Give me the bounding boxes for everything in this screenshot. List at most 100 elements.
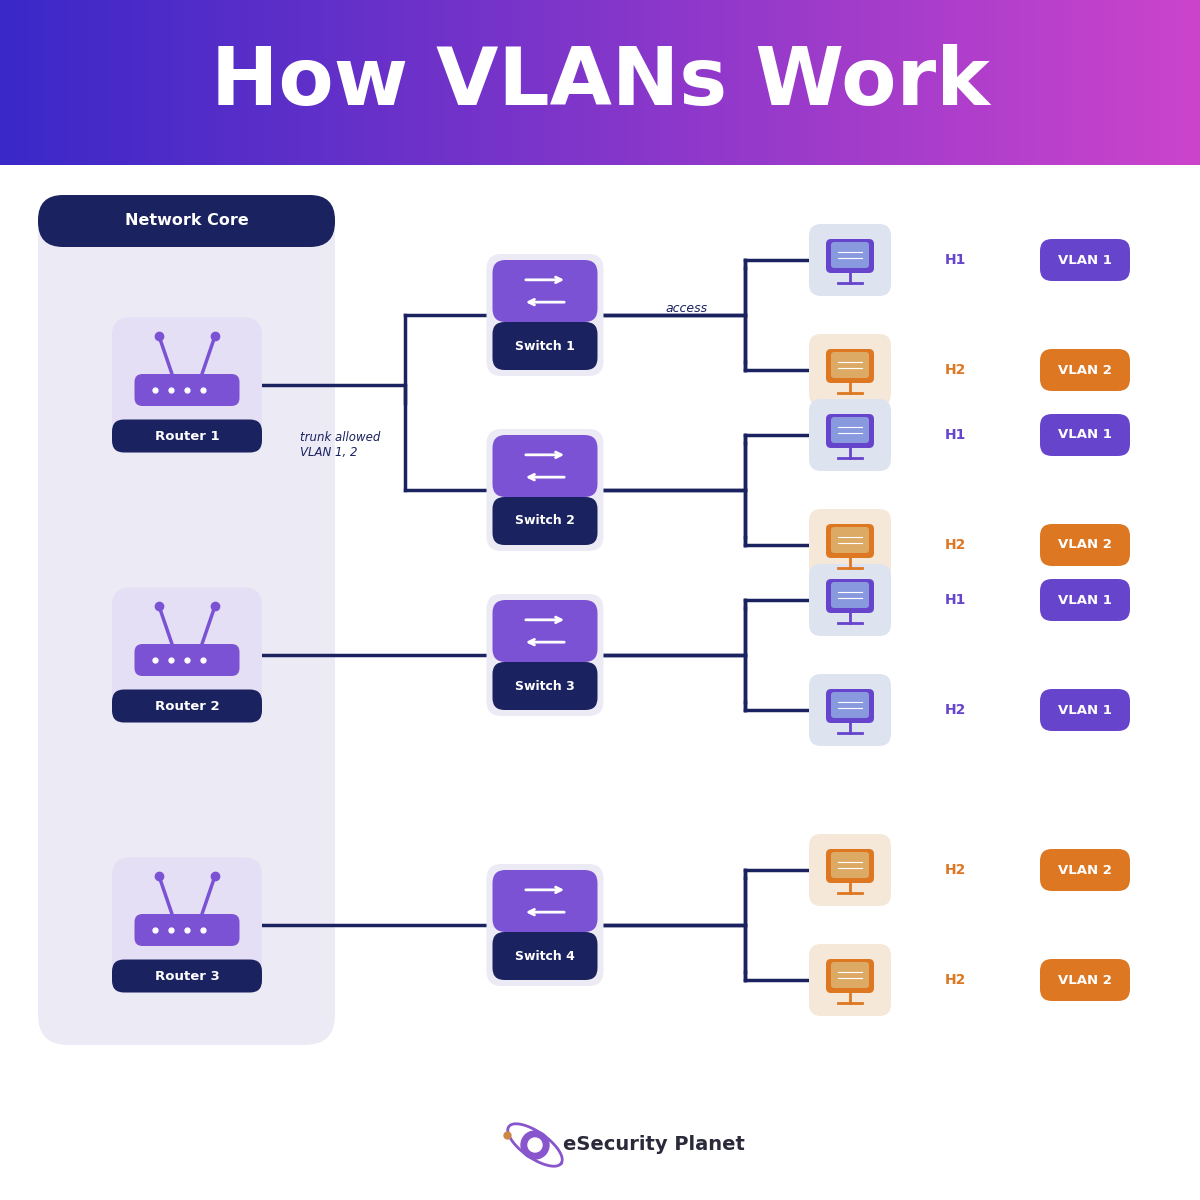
Bar [136, 0, 145, 164]
Bar [268, 0, 277, 164]
Bar [988, 0, 997, 164]
Bar [108, 0, 118, 164]
FancyBboxPatch shape [1040, 689, 1130, 731]
Bar [40, 0, 49, 164]
Bar [212, 0, 221, 164]
Bar [1156, 0, 1165, 164]
Bar [568, 0, 577, 164]
Bar [924, 0, 934, 164]
Text: Switch 4: Switch 4 [515, 949, 575, 962]
Bar [336, 0, 346, 164]
Bar [332, 0, 341, 164]
Bar [608, 0, 617, 164]
Bar [884, 0, 893, 164]
Bar [636, 0, 646, 164]
Bar [960, 0, 970, 164]
FancyBboxPatch shape [809, 398, 890, 472]
Text: VLAN 2: VLAN 2 [1058, 364, 1112, 377]
Bar [1044, 0, 1054, 164]
Bar [1152, 0, 1162, 164]
Bar [892, 0, 901, 164]
Text: H2: H2 [944, 364, 966, 377]
Bar [192, 0, 202, 164]
FancyBboxPatch shape [486, 594, 604, 716]
FancyBboxPatch shape [809, 564, 890, 636]
Bar [160, 0, 169, 164]
Bar [816, 0, 826, 164]
Bar [280, 0, 289, 164]
Bar [624, 0, 634, 164]
Bar [260, 0, 269, 164]
FancyBboxPatch shape [492, 260, 598, 322]
Bar [1020, 0, 1028, 164]
Bar [484, 0, 493, 164]
Bar [500, 0, 509, 164]
FancyBboxPatch shape [826, 689, 874, 722]
Bar [788, 0, 797, 164]
Bar [360, 0, 370, 164]
Bar [852, 0, 862, 164]
Bar [276, 0, 286, 164]
FancyBboxPatch shape [1040, 524, 1130, 566]
Bar [872, 0, 881, 164]
Bar [764, 0, 773, 164]
Bar [700, 0, 709, 164]
Bar [860, 0, 869, 164]
Bar [1120, 0, 1129, 164]
Bar [488, 0, 497, 164]
Bar [580, 0, 589, 164]
Bar [472, 0, 481, 164]
Bar [144, 0, 154, 164]
Bar [808, 0, 817, 164]
Bar [1016, 0, 1025, 164]
Bar [640, 0, 649, 164]
FancyBboxPatch shape [492, 497, 598, 545]
Text: How VLANs Work: How VLANs Work [210, 43, 990, 121]
Bar [784, 0, 793, 164]
Bar [344, 0, 353, 164]
Bar [16, 0, 25, 164]
Bar [1088, 0, 1097, 164]
Bar [328, 0, 337, 164]
Bar [456, 0, 464, 164]
Bar [1100, 0, 1109, 164]
Bar [496, 0, 505, 164]
Bar [836, 0, 845, 164]
Bar [896, 0, 905, 164]
Bar [1128, 0, 1138, 164]
Bar [408, 0, 418, 164]
Bar [1148, 0, 1157, 164]
FancyBboxPatch shape [492, 870, 598, 932]
Bar [964, 0, 973, 164]
Bar [916, 0, 925, 164]
Bar [112, 0, 121, 164]
Bar [396, 0, 406, 164]
Bar [388, 0, 397, 164]
Text: Switch 1: Switch 1 [515, 340, 575, 353]
Bar [284, 0, 293, 164]
Bar [156, 0, 166, 164]
Bar [148, 0, 157, 164]
Bar [856, 0, 865, 164]
Bar [540, 0, 550, 164]
Text: H2: H2 [944, 703, 966, 716]
Bar [1104, 0, 1114, 164]
Bar [932, 0, 941, 164]
FancyBboxPatch shape [112, 960, 262, 992]
Bar [548, 0, 557, 164]
Bar [828, 0, 836, 164]
FancyBboxPatch shape [830, 962, 869, 988]
Bar [1008, 0, 1018, 164]
Text: H2: H2 [944, 973, 966, 986]
Text: VLAN 2: VLAN 2 [1058, 864, 1112, 876]
Circle shape [528, 1138, 542, 1152]
Bar [672, 0, 682, 164]
Bar [668, 0, 677, 164]
Bar [696, 0, 706, 164]
Bar [380, 0, 389, 164]
Bar [384, 0, 394, 164]
Bar [600, 0, 610, 164]
Bar [1176, 0, 1186, 164]
Bar [508, 0, 517, 164]
Bar [704, 0, 713, 164]
